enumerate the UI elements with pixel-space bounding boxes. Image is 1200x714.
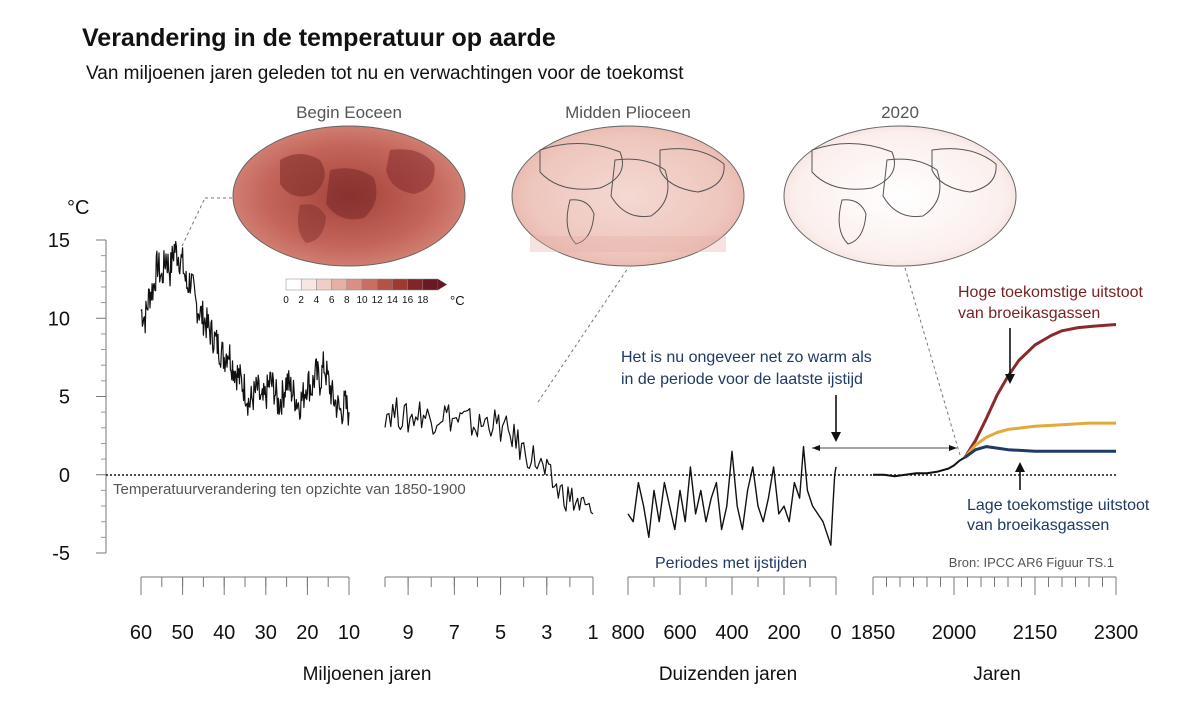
x-tick-label: 400 xyxy=(715,622,748,644)
colorbar-tick-label: 6 xyxy=(329,295,335,306)
series-high-emissions xyxy=(963,323,1117,459)
y-tick-label: 5 xyxy=(59,387,70,409)
colorbar: 0 2 4 6 8 10 12 14 16 18 xyxy=(283,278,447,306)
colorbar-tick-label: 12 xyxy=(372,295,384,306)
colorbar-swatch xyxy=(422,278,439,291)
x-tick-label: 1 xyxy=(587,622,598,644)
x-tick-label: 7 xyxy=(449,622,460,644)
x-label-years: Jaren xyxy=(973,664,1021,685)
colorbar-tick-label: 14 xyxy=(387,295,399,306)
high-arrow-head xyxy=(1005,374,1015,384)
x-tick-label: 50 xyxy=(171,622,193,644)
colorbar-tick-label: 16 xyxy=(402,295,414,306)
x-tick-label: 10 xyxy=(338,622,360,644)
colorbar-swatch xyxy=(407,278,424,291)
x-tick-label: 2000 xyxy=(932,622,977,644)
series-observed xyxy=(873,456,966,478)
series-low-emissions xyxy=(963,445,1116,459)
y-tick-label: 10 xyxy=(48,308,70,330)
colorbar-tick-label: 10 xyxy=(356,295,368,306)
map-pliocene xyxy=(511,125,745,267)
map-label-2020: 2020 xyxy=(881,103,919,122)
now-annotation-line1: Het is nu ongeveer net zo warm als xyxy=(621,349,872,366)
colorbar-swatch xyxy=(300,278,317,291)
low-emissions-line1: Lage toekomstige uitstoot xyxy=(967,497,1150,514)
chart-subtitle: Van miljoenen jaren geleden tot nu en ve… xyxy=(86,63,684,84)
x-tick-label: 20 xyxy=(296,622,318,644)
series-thousand-years xyxy=(627,445,837,546)
colorbar-tick-label: 2 xyxy=(298,295,304,306)
colorbar-tick-label: 0 xyxy=(283,295,289,306)
low-arrow-head xyxy=(1015,462,1025,472)
now-double-arrow-right xyxy=(949,445,957,451)
colorbar-swatch xyxy=(285,278,302,291)
x-tick-label: 1850 xyxy=(851,622,896,644)
map-2020 xyxy=(783,125,1017,267)
low-emissions-line2: van broeikasgassen xyxy=(967,517,1109,534)
series-million-years-a xyxy=(140,240,350,426)
leader-pliocene xyxy=(537,267,629,403)
colorbar-swatch xyxy=(392,278,408,291)
x-tick-label: 30 xyxy=(255,622,277,644)
x-tick-label: 3 xyxy=(541,622,552,644)
now-double-arrow-left xyxy=(812,445,820,451)
x-tick-label: 600 xyxy=(663,622,696,644)
leader-eocene xyxy=(181,197,206,247)
high-emissions-line1: Hoge toekomstige uitstoot xyxy=(958,284,1144,301)
colorbar-swatch xyxy=(376,278,393,291)
x-label-million-years: Miljoenen jaren xyxy=(303,664,432,685)
leader-2020 xyxy=(904,267,961,456)
x-tick-label: 0 xyxy=(830,622,841,644)
colorbar-arrow xyxy=(438,279,447,290)
x-tick-label: 800 xyxy=(611,622,644,644)
colorbar-tick-label: 4 xyxy=(314,295,320,306)
colorbar-tick-label: 8 xyxy=(344,295,350,306)
ice-ages-annotation: Periodes met ijstijden xyxy=(655,555,807,572)
map-label-eocene: Begin Eoceen xyxy=(296,103,402,122)
colorbar-swatch xyxy=(331,278,348,291)
x-tick-label: 9 xyxy=(403,622,414,644)
chart-title: Verandering in de temperatuur op aarde xyxy=(82,24,556,52)
colorbar-tick-label: 18 xyxy=(417,295,429,306)
series-medium-emissions xyxy=(963,421,1116,459)
colorbar-swatch xyxy=(361,278,378,291)
x-tick-label: 40 xyxy=(213,622,235,644)
colorbar-swatch xyxy=(316,278,332,291)
x-tick-label: 60 xyxy=(130,622,152,644)
series-million-years-b xyxy=(384,397,594,515)
x-tick-label: 5 xyxy=(495,622,506,644)
source-label: Bron: IPCC AR6 Figuur TS.1 xyxy=(949,555,1114,570)
y-tick-label: -5 xyxy=(52,543,70,565)
map-label-pliocene: Midden Plioceen xyxy=(565,103,691,122)
x-tick-label: 2150 xyxy=(1013,622,1058,644)
high-emissions-line2: van broeikasgassen xyxy=(958,305,1100,322)
x-tick-label: 2300 xyxy=(1094,622,1139,644)
now-arrow-head xyxy=(831,432,841,442)
colorbar-swatch xyxy=(346,278,363,291)
x-tick-label: 200 xyxy=(767,622,800,644)
map-eocene xyxy=(232,125,466,267)
y-unit-label: °C xyxy=(67,197,89,219)
y-tick-label: 15 xyxy=(48,230,70,252)
zero-reference-label: Temperatuurverandering ten opzichte van … xyxy=(113,481,466,498)
now-annotation-line2: in de periode voor de laatste ijstijd xyxy=(621,371,863,388)
colorbar-unit: °C xyxy=(450,293,465,308)
y-tick-label: 0 xyxy=(59,465,70,487)
x-label-thousand-years: Duizenden jaren xyxy=(659,664,797,685)
